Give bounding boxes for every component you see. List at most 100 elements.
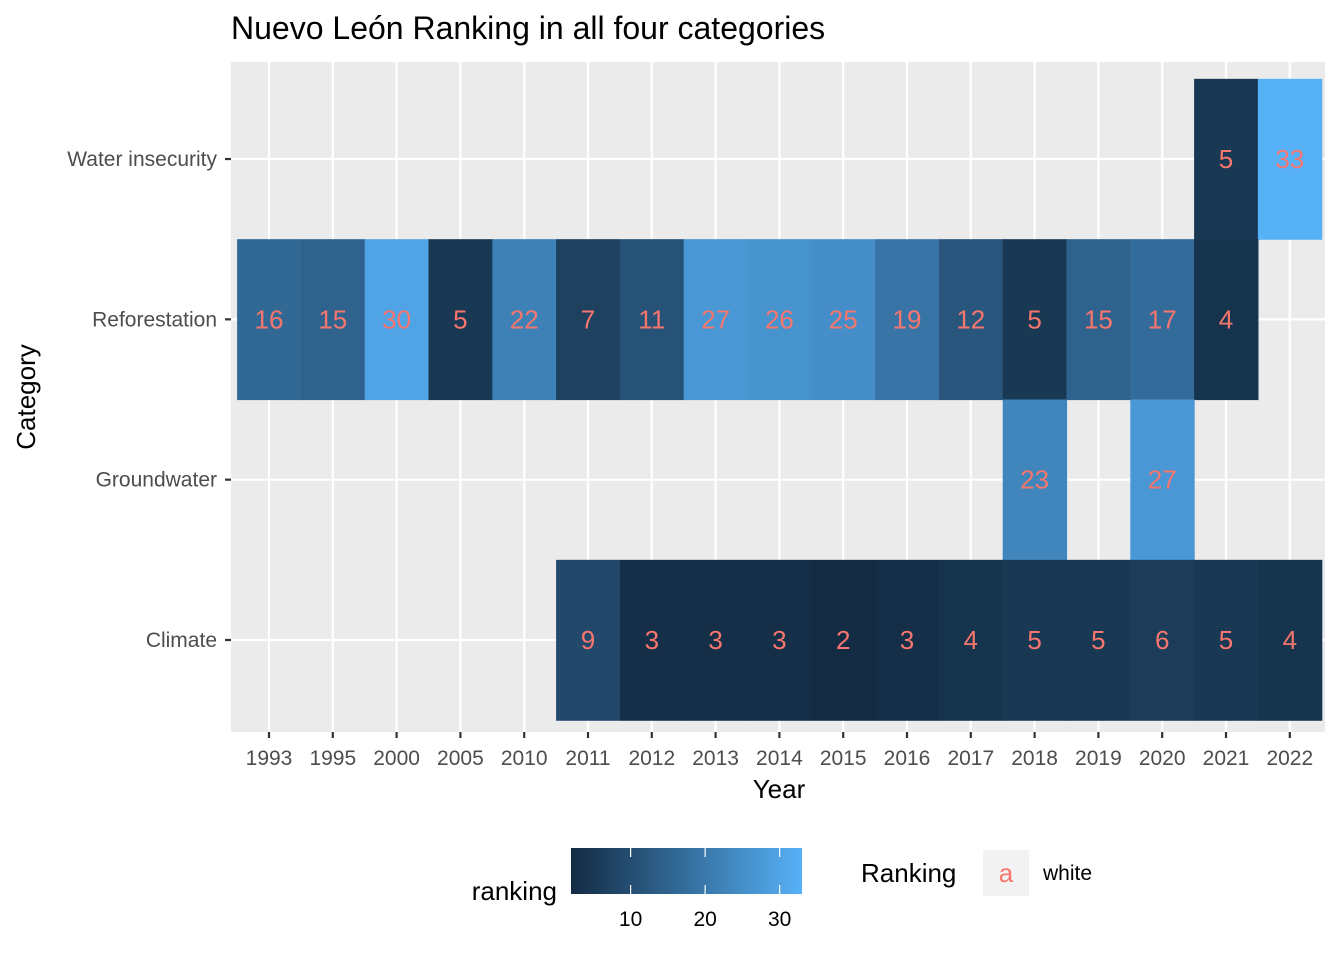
y-axis-title: Category — [11, 344, 41, 450]
fill-legend-tick-label: 10 — [619, 908, 642, 931]
cell-value-label: 26 — [765, 304, 794, 334]
cell-value-label: 4 — [1283, 625, 1297, 655]
label-legend: Ranking a white — [861, 850, 1092, 896]
cell-value-label: 3 — [708, 625, 722, 655]
heatmap-cell — [1257, 78, 1323, 240]
cell-value-label: 3 — [645, 625, 659, 655]
heatmap-cell — [811, 239, 876, 401]
cell-value-label: 2 — [836, 625, 850, 655]
heatmap-cell — [1257, 559, 1323, 721]
x-axis-title: Year — [753, 774, 806, 804]
heatmap-cell — [1002, 399, 1068, 561]
cell-value-label: 33 — [1275, 144, 1304, 174]
cell-value-label: 7 — [581, 304, 595, 334]
heatmap-cell — [1194, 239, 1259, 401]
x-tick-label: 2005 — [437, 747, 484, 770]
y-tick-label: Climate — [146, 629, 217, 652]
chart-title: Nuevo León Ranking in all four categorie… — [231, 10, 825, 46]
label-legend-title: Ranking — [861, 858, 956, 888]
heatmap-cell — [875, 559, 940, 721]
cell-value-label: 5 — [1027, 625, 1041, 655]
cell-value-label: 5 — [1219, 144, 1233, 174]
cell-value-label: 3 — [772, 625, 786, 655]
cell-value-label: 17 — [1148, 304, 1177, 334]
x-tick-label: 2016 — [884, 747, 931, 770]
x-tick-label: 2012 — [628, 747, 675, 770]
cell-value-label: 27 — [701, 304, 730, 334]
x-tick-label: 2011 — [565, 747, 610, 770]
fill-legend-tick-label: 30 — [768, 908, 791, 931]
heatmap-cell — [875, 239, 940, 401]
heatmap-cell — [428, 239, 493, 401]
label-legend-key-label: white — [1042, 862, 1092, 885]
fill-legend-tick-label: 20 — [693, 908, 716, 931]
label-legend-key-glyph: a — [999, 858, 1014, 888]
heatmap-cell — [1066, 559, 1131, 721]
heatmap-cell — [556, 559, 621, 721]
cell-value-label: 30 — [382, 304, 411, 334]
heatmap-cell — [1194, 559, 1259, 721]
cell-value-label: 5 — [1091, 625, 1105, 655]
x-tick-label: 2017 — [947, 747, 994, 770]
heatmap-cell — [619, 559, 685, 721]
cell-value-label: 23 — [1020, 465, 1049, 495]
heatmap-cell — [556, 239, 621, 401]
cell-value-label: 5 — [1219, 625, 1233, 655]
cell-value-label: 3 — [900, 625, 914, 655]
heatmap-cell — [237, 239, 302, 401]
cell-value-label: 19 — [893, 304, 922, 334]
fill-legend: ranking 10 20 30 — [472, 848, 802, 931]
cell-value-label: 15 — [1084, 304, 1113, 334]
cell-value-label: 4 — [964, 625, 978, 655]
x-axis: 1993 1995 2000 2005 2010 2011 2012 2013 2014 2015… — [246, 732, 1313, 770]
x-tick-label: 2014 — [756, 747, 803, 770]
y-tick-label: Water insecurity — [67, 148, 217, 171]
cell-value-label: 27 — [1148, 465, 1177, 495]
heatmap-cell — [492, 239, 557, 401]
heatmap-cell — [747, 559, 812, 721]
cell-value-label: 22 — [510, 304, 539, 334]
cell-value-label: 9 — [581, 625, 595, 655]
heatmap-cell — [1066, 239, 1131, 401]
x-tick-label: 2013 — [692, 747, 739, 770]
x-tick-label: 2015 — [820, 747, 867, 770]
cell-value-label: 6 — [1155, 625, 1169, 655]
x-tick-label: 2000 — [373, 747, 420, 770]
fill-legend-title: ranking — [472, 876, 557, 906]
heatmap-cell — [1002, 239, 1068, 401]
heatmap-cell — [619, 239, 685, 401]
y-tick-label: Groundwater — [96, 469, 217, 492]
heatmap-cell — [747, 239, 812, 401]
x-tick-label: 1993 — [246, 747, 293, 770]
heatmap-cell — [1194, 78, 1259, 240]
label-legend-key — [983, 850, 1029, 896]
heatmap-cell — [1002, 559, 1068, 721]
cell-value-label: 12 — [956, 304, 985, 334]
heatmap-cell — [1130, 559, 1195, 721]
x-tick-label: 2021 — [1203, 747, 1250, 770]
heatmap-cell — [938, 239, 1004, 401]
cell-value-label: 16 — [255, 304, 284, 334]
x-tick-label: 2010 — [501, 747, 548, 770]
x-tick-label: 2018 — [1011, 747, 1058, 770]
heatmap-cell — [938, 559, 1004, 721]
heatmap-cell — [811, 559, 876, 721]
heatmap-cell — [683, 559, 749, 721]
y-axis: Climate Groundwater Reforestation Water ins… — [67, 148, 231, 652]
cell-value-label: 4 — [1219, 304, 1233, 334]
heatmap-cell — [300, 239, 366, 401]
y-tick-label: Reforestation — [92, 308, 217, 331]
cell-value-label: 5 — [453, 304, 467, 334]
x-tick-label: 2022 — [1266, 747, 1313, 770]
cell-value-label: 5 — [1027, 304, 1041, 334]
heatmap-cell — [364, 239, 430, 401]
fill-legend-colorbar — [571, 848, 802, 894]
heatmap-cell — [1130, 399, 1195, 561]
cell-value-label: 25 — [829, 304, 858, 334]
fill-legend-ticks: 10 20 30 — [619, 848, 791, 931]
cell-value-label: 15 — [318, 304, 347, 334]
x-tick-label: 2020 — [1139, 747, 1186, 770]
x-tick-label: 1995 — [309, 747, 356, 770]
